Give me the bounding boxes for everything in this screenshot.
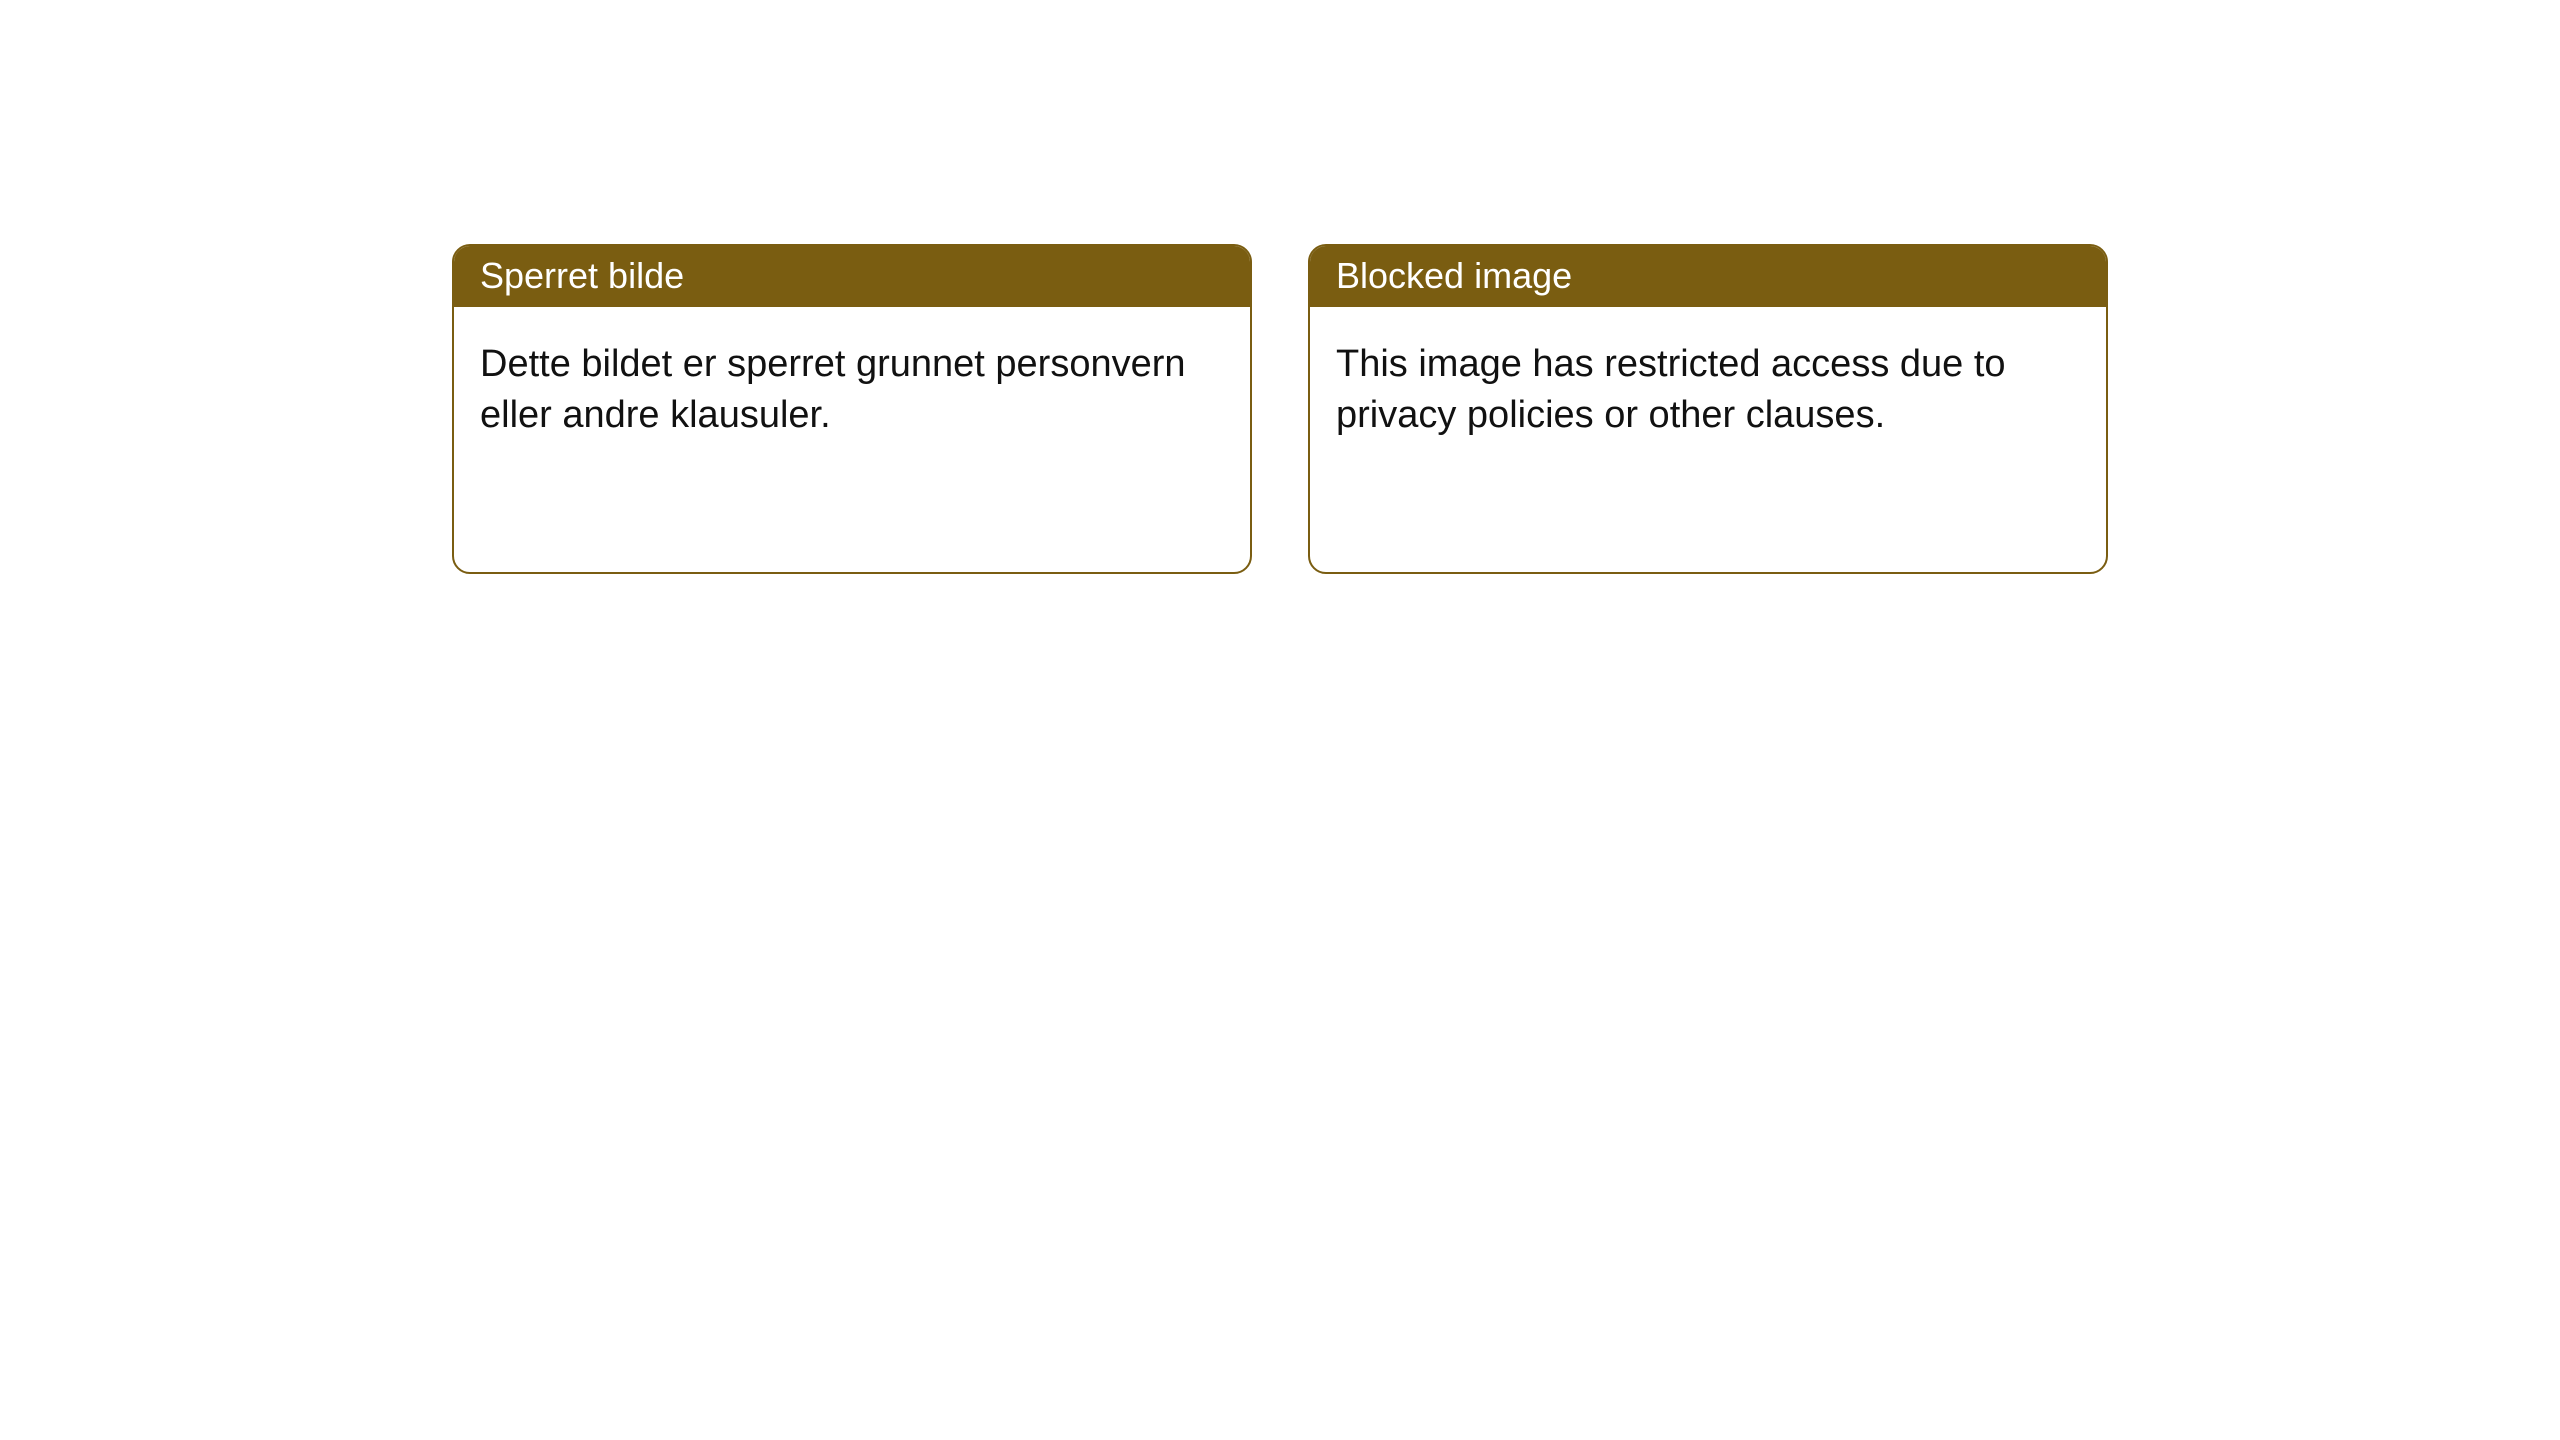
notice-card-english: Blocked image This image has restricted … [1308, 244, 2108, 574]
notice-header-norwegian: Sperret bilde [454, 246, 1250, 307]
notice-body-english: This image has restricted access due to … [1310, 307, 2106, 474]
notice-body-norwegian: Dette bildet er sperret grunnet personve… [454, 307, 1250, 474]
notice-container: Sperret bilde Dette bildet er sperret gr… [0, 0, 2560, 574]
notice-card-norwegian: Sperret bilde Dette bildet er sperret gr… [452, 244, 1252, 574]
notice-header-english: Blocked image [1310, 246, 2106, 307]
